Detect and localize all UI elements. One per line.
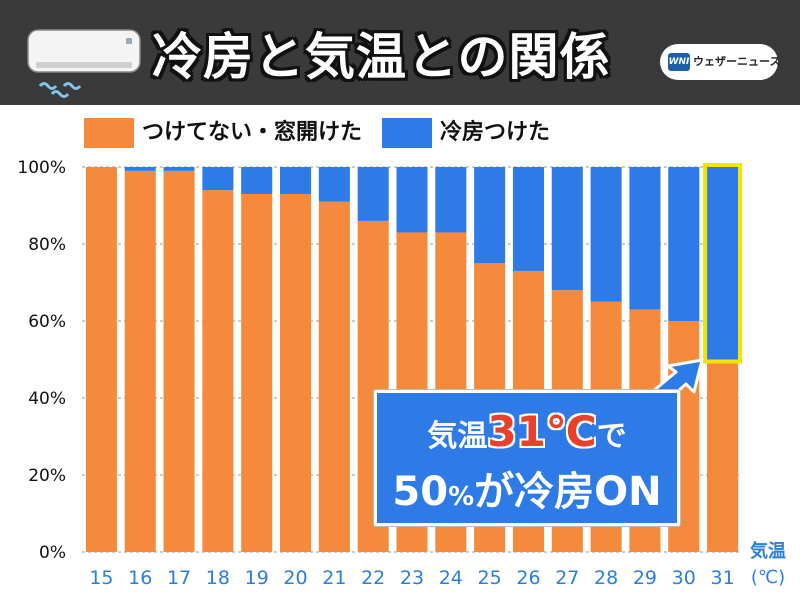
bar-segment-not-on — [164, 171, 195, 552]
bar-segment-ac-on — [629, 167, 660, 309]
bar-segment-ac-on — [319, 167, 350, 202]
x-axis-unit: (℃) — [751, 567, 785, 588]
x-tick-label: 26 — [516, 567, 540, 589]
y-tick-label: 100% — [17, 158, 66, 178]
x-tick-label: 16 — [128, 567, 152, 589]
bar-segment-not-on — [707, 360, 738, 553]
y-tick-label: 20% — [28, 466, 66, 486]
callout-message: が冷房ON — [474, 469, 661, 515]
bar-segment-ac-on — [241, 167, 272, 194]
bar-segment-not-on — [280, 194, 311, 552]
bar-segment-not-on — [241, 194, 272, 552]
callout-box: 気温31℃で 50%が冷房ON — [374, 390, 680, 526]
callout-percent-sign: % — [448, 482, 474, 512]
callout-line1: 気温31℃で — [377, 407, 677, 456]
callout-prefix: 気温 — [427, 419, 487, 454]
x-tick-label: 25 — [478, 567, 502, 589]
callout-suffix: で — [597, 419, 627, 454]
callout-line2: 50%が冷房ON — [377, 459, 677, 517]
y-tick-label: 40% — [28, 389, 66, 409]
bar-segment-not-on — [125, 171, 156, 552]
bar-segment-ac-on — [202, 167, 233, 190]
x-tick-label: 15 — [89, 567, 113, 589]
y-tick-label: 80% — [28, 235, 66, 255]
x-tick-label: 19 — [245, 567, 269, 589]
y-tick-label: 60% — [28, 312, 66, 332]
bar-segment-ac-on — [552, 167, 583, 290]
bar-segment-ac-on — [513, 167, 544, 271]
x-tick-label: 30 — [672, 567, 696, 589]
callout-temperature: 31℃ — [487, 407, 596, 456]
x-tick-label: 21 — [322, 567, 346, 589]
callout-percent-value: 50 — [392, 469, 448, 515]
bar-segment-ac-on — [474, 167, 505, 263]
x-tick-label: 20 — [283, 567, 307, 589]
x-tick-label: 18 — [206, 567, 230, 589]
y-tick-label: 0% — [39, 543, 66, 563]
x-tick-label: 28 — [594, 567, 618, 589]
x-tick-label: 23 — [400, 567, 424, 589]
bar-segment-ac-on — [396, 167, 427, 232]
bar-segment-ac-on — [435, 167, 466, 232]
bar-segment-not-on — [202, 190, 233, 552]
bar-segment-ac-on — [280, 167, 311, 194]
x-tick-label: 17 — [167, 567, 191, 589]
x-tick-label: 22 — [361, 567, 385, 589]
x-tick-label: 24 — [439, 567, 463, 589]
x-tick-label: 27 — [555, 567, 579, 589]
x-tick-label: 29 — [633, 567, 657, 589]
bar-segment-ac-on — [668, 167, 699, 321]
bar-segment-not-on — [86, 167, 117, 552]
bar-segment-ac-on — [164, 167, 195, 171]
bar-segment-not-on — [319, 202, 350, 552]
bar-segment-ac-on — [125, 167, 156, 171]
x-axis-label: 気温 — [750, 540, 786, 562]
x-tick-label: 31 — [710, 567, 734, 589]
bar-segment-ac-on — [707, 167, 738, 360]
bar-segment-ac-on — [358, 167, 389, 221]
bar-segment-ac-on — [591, 167, 622, 302]
